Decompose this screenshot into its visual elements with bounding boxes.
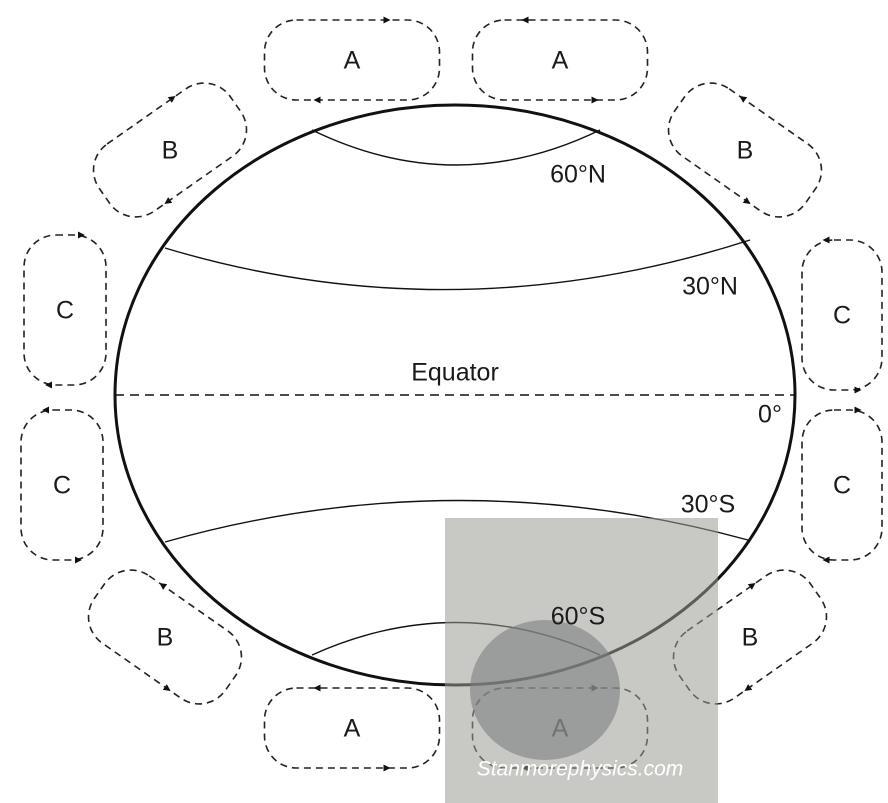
cell-label: C xyxy=(56,297,74,325)
watermark-text: Stanmorephysics.com xyxy=(477,758,684,781)
cell-loop xyxy=(801,409,883,561)
cell-loop xyxy=(20,409,104,561)
latitude-60n xyxy=(311,129,601,166)
cell-loop xyxy=(87,569,243,705)
cell-loop xyxy=(801,239,883,391)
cell-label: A xyxy=(344,47,361,75)
label-30n: 30°N xyxy=(682,273,738,301)
cell: A xyxy=(263,16,441,104)
cell: B xyxy=(92,82,248,218)
photo-watermark: Stanmorephysics.com xyxy=(445,518,718,803)
label-60n: 60°N xyxy=(550,161,606,189)
cell-loop xyxy=(471,19,649,101)
cell-label: C xyxy=(53,472,71,500)
cell: B xyxy=(667,82,823,218)
label-30s: 30°S xyxy=(681,491,735,519)
cell-label: C xyxy=(833,302,851,330)
cell-label: A xyxy=(344,715,361,743)
cell-label: B xyxy=(742,624,759,652)
cell-loop xyxy=(92,82,248,218)
cell-loop xyxy=(263,687,441,769)
cell-arrow xyxy=(744,684,753,691)
pot xyxy=(470,620,620,760)
cell: C xyxy=(20,406,104,564)
cell-label: B xyxy=(162,137,179,165)
cell-label: B xyxy=(157,624,174,652)
latitude-30n xyxy=(164,239,751,291)
label-equator: Equator xyxy=(411,359,499,387)
cell-loop xyxy=(23,234,107,386)
cell-loop xyxy=(667,82,823,218)
cell-label: A xyxy=(552,47,569,75)
cell: A xyxy=(471,16,649,104)
cell: C xyxy=(23,231,107,389)
cell: B xyxy=(87,569,243,705)
label-0: 0° xyxy=(758,401,782,429)
cell-label: C xyxy=(833,472,851,500)
cell-arrow xyxy=(164,197,173,204)
cell: C xyxy=(801,406,883,564)
cell-label: B xyxy=(737,137,754,165)
label-60s: 60°S xyxy=(551,603,605,631)
cell: A xyxy=(263,684,441,772)
cell-arrow xyxy=(162,684,171,691)
cell: C xyxy=(801,236,883,394)
cell-loop xyxy=(263,19,441,101)
